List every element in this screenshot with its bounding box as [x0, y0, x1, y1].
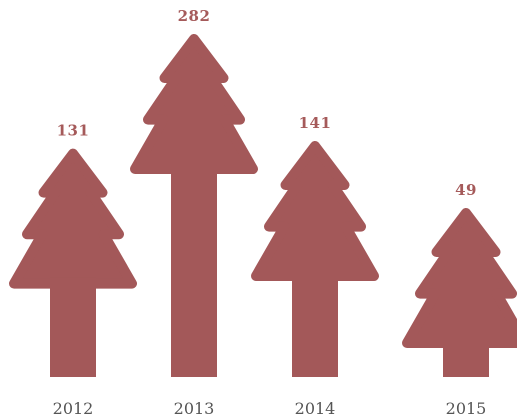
value-labels-group: 131 282 141 49 [57, 7, 477, 199]
value-label-2012: 131 [57, 122, 90, 140]
tree-crown-2013 [130, 34, 258, 174]
value-label-2015: 49 [455, 181, 477, 199]
tree-crown-2012 [9, 148, 137, 289]
value-label-2013: 282 [178, 7, 211, 25]
tree-trunk-2015 [443, 337, 489, 377]
category-labels-group: 2012 2013 2014 2015 [53, 399, 487, 417]
tree-crown-2014 [251, 141, 379, 281]
category-label-2013: 2013 [174, 399, 215, 417]
category-label-2012: 2012 [53, 399, 94, 417]
tree-trunk-2012 [50, 277, 96, 377]
tree-bars-group [9, 34, 517, 377]
tree-trunk-2014 [292, 270, 338, 377]
category-label-2015: 2015 [446, 399, 487, 417]
tree-crown-2015 [402, 208, 517, 348]
value-label-2014: 141 [299, 114, 332, 132]
category-label-2014: 2014 [295, 399, 336, 417]
tree-trunk-2013 [171, 163, 217, 377]
